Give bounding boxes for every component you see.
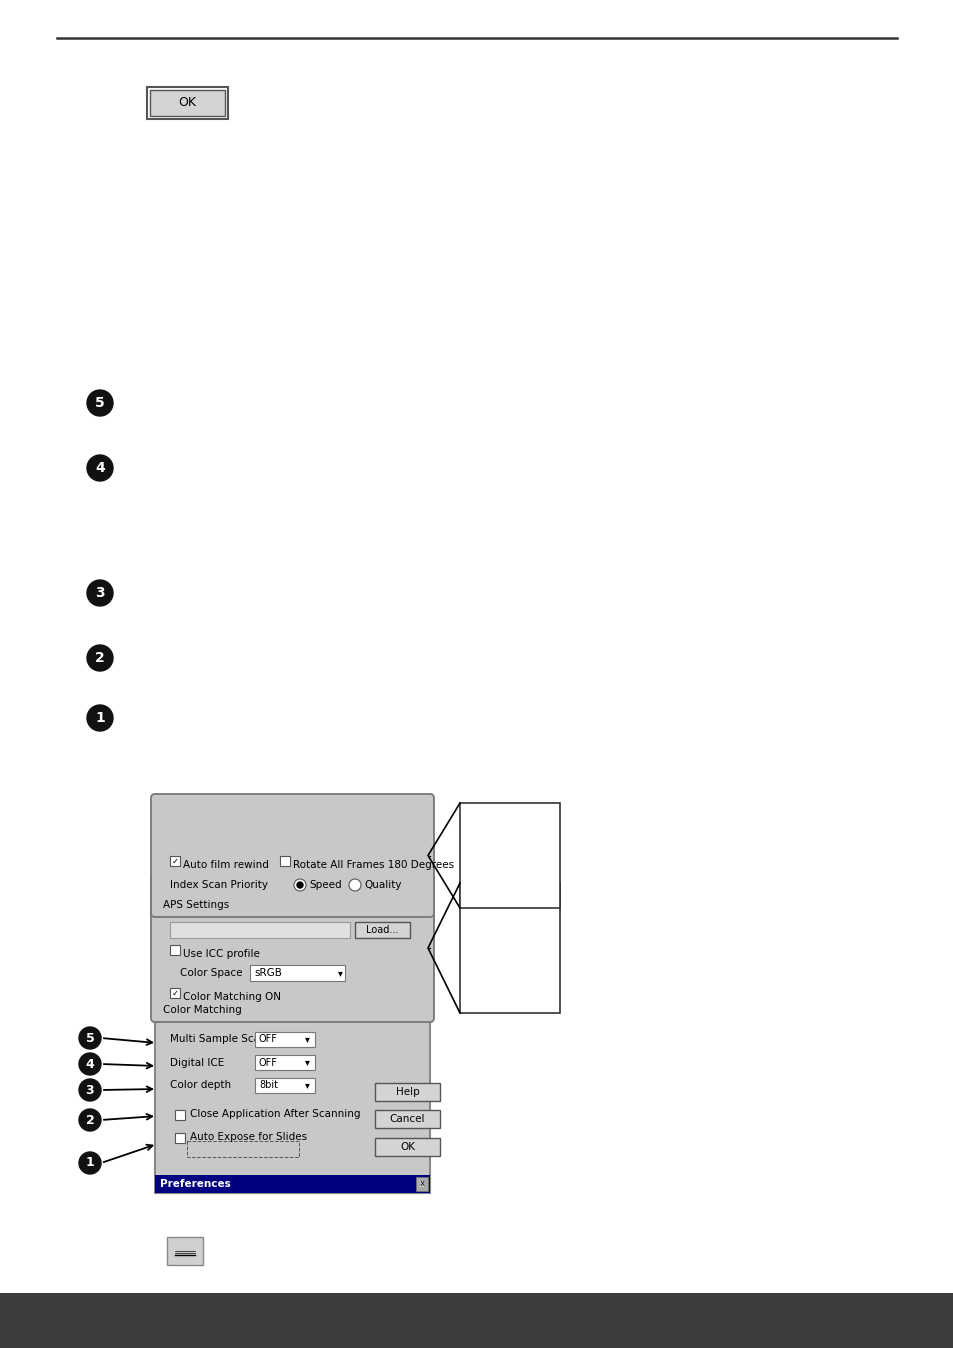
Text: ▾: ▾	[304, 1034, 309, 1045]
Text: OFF: OFF	[258, 1057, 277, 1068]
Text: Speed: Speed	[309, 880, 341, 890]
Bar	[154, 878, 430, 1193]
Bar	[174, 1134, 185, 1143]
Text: Multi Sample Scan: Multi Sample Scan	[170, 1034, 266, 1045]
Text: 2: 2	[86, 1113, 94, 1127]
Circle shape	[87, 705, 112, 731]
Circle shape	[87, 390, 112, 417]
Bar	[170, 856, 180, 865]
Text: x: x	[418, 1180, 424, 1189]
Bar	[254, 1033, 314, 1047]
Text: OK: OK	[178, 97, 196, 109]
Bar	[416, 1177, 428, 1192]
Circle shape	[87, 456, 112, 481]
Text: Auto film rewind: Auto film rewind	[183, 860, 269, 869]
Text: 5: 5	[86, 1031, 94, 1045]
Bar	[147, 88, 228, 119]
Text: ▾: ▾	[304, 1057, 309, 1068]
Circle shape	[79, 1153, 101, 1174]
Text: Load...: Load...	[366, 925, 398, 936]
Text: Quality: Quality	[364, 880, 401, 890]
Text: 1: 1	[95, 710, 105, 725]
Text: OFF: OFF	[258, 1034, 277, 1045]
Text: Digital ICE: Digital ICE	[170, 1057, 224, 1068]
Circle shape	[87, 644, 112, 671]
Bar	[170, 922, 350, 938]
Text: Cancel: Cancel	[390, 1113, 425, 1124]
Text: 3: 3	[95, 586, 105, 600]
Text: ✓: ✓	[172, 988, 178, 998]
Text: Preferences: Preferences	[160, 1180, 231, 1189]
Bar	[459, 883, 559, 1012]
Circle shape	[294, 879, 306, 891]
Bar	[0, 1293, 953, 1348]
Bar	[187, 1140, 298, 1157]
Circle shape	[79, 1109, 101, 1131]
Bar	[174, 1109, 185, 1120]
Text: Help: Help	[395, 1086, 419, 1097]
Bar	[170, 988, 180, 998]
Text: 5: 5	[95, 396, 105, 410]
Text: Auto Expose for Slides: Auto Expose for Slides	[190, 1132, 307, 1142]
Bar	[375, 1109, 439, 1128]
Text: 1: 1	[86, 1157, 94, 1170]
FancyBboxPatch shape	[151, 874, 434, 1022]
Text: Color Matching: Color Matching	[163, 1006, 241, 1015]
Text: ▾: ▾	[304, 1081, 309, 1091]
Circle shape	[349, 879, 360, 891]
Bar	[250, 965, 345, 981]
Text: 4: 4	[95, 461, 105, 474]
Text: Color Matching ON: Color Matching ON	[183, 992, 281, 1002]
Text: Rotate All Frames 180 Degrees: Rotate All Frames 180 Degrees	[293, 860, 454, 869]
Text: 4: 4	[86, 1057, 94, 1070]
Bar	[254, 1055, 314, 1070]
Bar	[355, 922, 410, 938]
Text: sRGB: sRGB	[253, 968, 281, 979]
Text: Close Application After Scanning: Close Application After Scanning	[190, 1109, 360, 1119]
Bar	[150, 90, 225, 116]
Bar	[167, 1237, 203, 1264]
Circle shape	[79, 1027, 101, 1049]
Text: Index Scan Priority: Index Scan Priority	[170, 880, 268, 890]
FancyBboxPatch shape	[151, 794, 434, 917]
Text: ▾: ▾	[337, 968, 342, 979]
Text: OK: OK	[399, 1142, 415, 1153]
Bar	[375, 1138, 439, 1157]
Text: Color Space: Color Space	[180, 968, 242, 979]
Text: 2: 2	[95, 651, 105, 665]
Text: 8bit: 8bit	[258, 1081, 277, 1091]
Bar	[459, 803, 559, 909]
Bar	[375, 1082, 439, 1101]
Text: ✓: ✓	[172, 856, 178, 865]
Text: APS Settings: APS Settings	[163, 900, 229, 910]
Text: Color depth: Color depth	[170, 1081, 231, 1091]
Bar	[254, 1078, 314, 1093]
Bar	[280, 856, 290, 865]
Text: x: x	[419, 1180, 424, 1189]
Text: Use ICC profile: Use ICC profile	[183, 949, 259, 958]
Text: 3: 3	[86, 1084, 94, 1096]
Bar	[154, 1175, 430, 1193]
Circle shape	[79, 1078, 101, 1101]
Bar	[170, 945, 180, 954]
Circle shape	[296, 882, 303, 888]
Circle shape	[79, 1053, 101, 1074]
Circle shape	[87, 580, 112, 607]
